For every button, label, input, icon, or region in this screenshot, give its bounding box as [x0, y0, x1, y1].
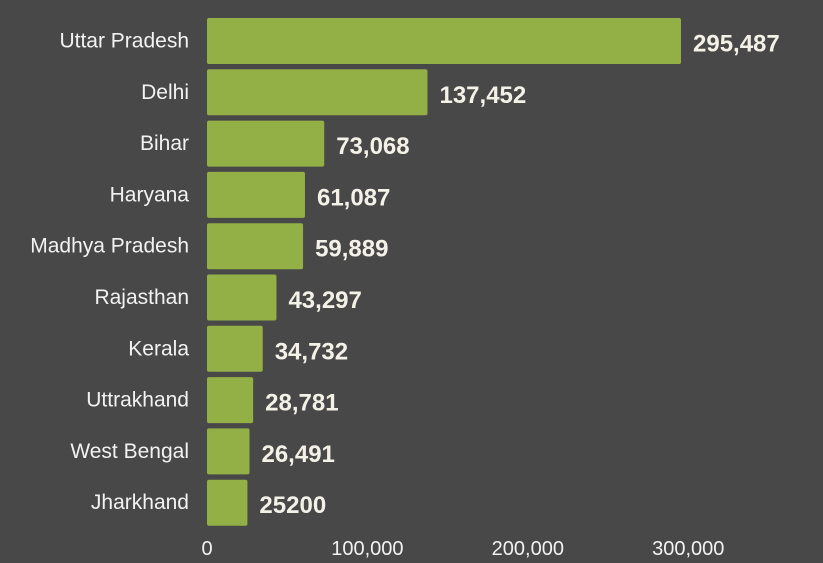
category-label-8: West Bengal [70, 440, 189, 463]
value-label-9: 25200 [259, 492, 326, 519]
value-label-2: 73,068 [336, 133, 409, 160]
value-labels-group: 295,487 137,452 73,068 61,087 59,889 43,297 34… [259, 31, 779, 520]
category-label-2: Bihar [140, 132, 189, 155]
category-labels-group: Uttar Pradesh Delhi Bihar Haryana Madhya Pra… [30, 30, 189, 515]
x-axis-ticks-group: 0 100,000 200,000 300,000 [201, 538, 724, 560]
category-label-7: Uttrakhand [86, 389, 189, 412]
category-label-4: Madhya Pradesh [30, 235, 189, 258]
value-label-4: 59,889 [315, 236, 388, 263]
value-label-1: 137,452 [439, 82, 526, 109]
value-label-5: 43,297 [288, 287, 361, 314]
bar-2 [207, 120, 325, 167]
category-label-9: Jharkhand [91, 491, 189, 514]
value-label-6: 34,732 [275, 338, 348, 365]
x-tick-label-2: 200,000 [492, 538, 564, 560]
category-label-6: Kerala [128, 337, 189, 360]
category-label-1: Delhi [141, 81, 189, 104]
x-tick-label-3: 300,000 [652, 538, 724, 560]
x-tick-label-1: 100,000 [331, 538, 403, 560]
bar-4 [207, 223, 304, 270]
category-label-3: Haryana [110, 183, 190, 206]
bar-6 [207, 325, 263, 372]
category-label-0: Uttar Pradesh [59, 30, 189, 53]
value-label-3: 61,087 [317, 184, 390, 211]
bar-0 [207, 18, 681, 64]
category-label-5: Rajasthan [94, 286, 189, 309]
bar-9 [207, 479, 248, 526]
bar-7 [207, 377, 254, 424]
bars-group [207, 18, 681, 526]
value-label-7: 28,781 [265, 390, 338, 417]
value-label-0: 295,487 [693, 31, 780, 58]
bar-8 [207, 428, 250, 475]
value-label-8: 26,491 [261, 441, 334, 468]
bar-3 [207, 171, 305, 218]
x-tick-label-0: 0 [201, 538, 212, 560]
bar-1 [207, 69, 428, 116]
bar-5 [207, 274, 277, 321]
